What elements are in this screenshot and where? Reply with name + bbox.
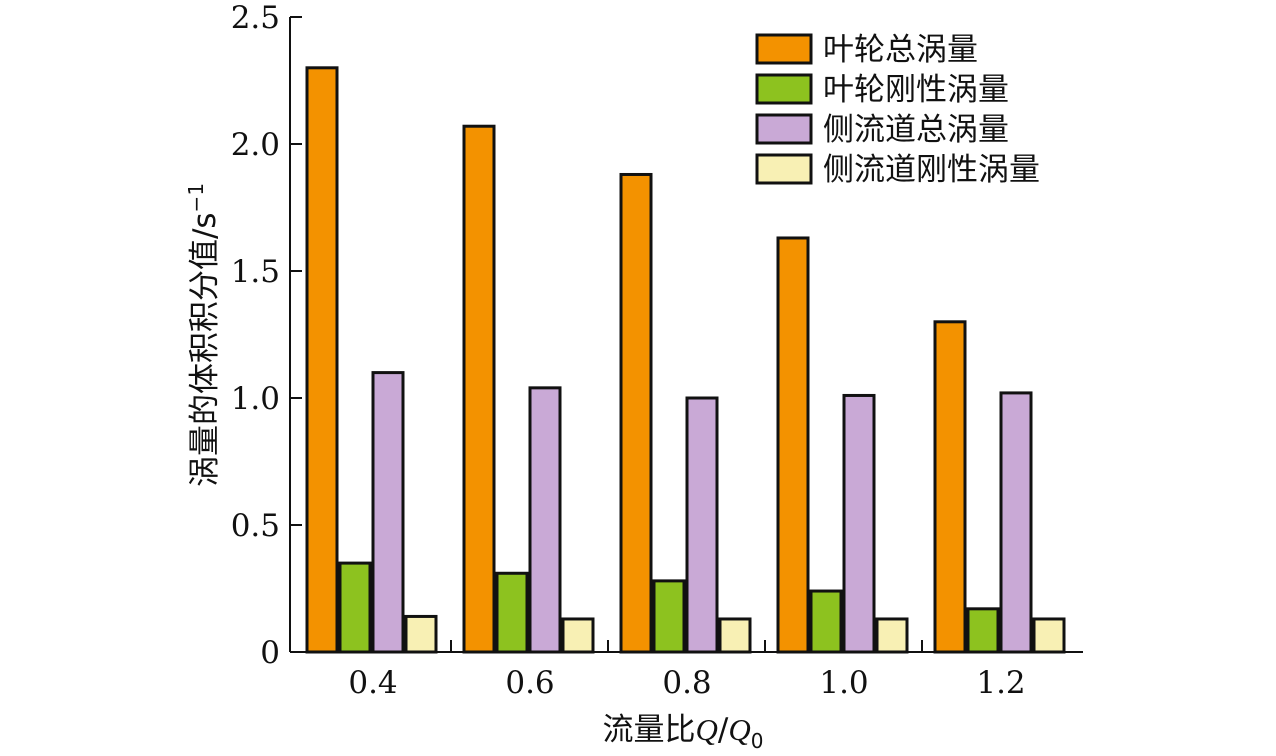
bar-3-0.8	[685, 396, 719, 654]
bar-4-0.4	[404, 614, 438, 654]
bar-2-1.2	[966, 607, 1000, 654]
x-tick-label: 0.8	[662, 665, 711, 701]
x-axis-title: 流量比Q/Q0	[603, 712, 764, 753]
bar-1-1.0	[776, 236, 810, 654]
bar-4-0.8	[718, 617, 752, 654]
bar-1-0.6	[462, 124, 496, 654]
y-tick-label: 2.0	[231, 127, 280, 163]
bar-4-0.6	[561, 617, 595, 654]
legend-label: 叶轮刚性涡量	[823, 72, 1009, 108]
legend-swatch	[755, 113, 813, 145]
y-tick-label: 2.5	[231, 0, 280, 36]
bar-3-1.0	[842, 393, 876, 654]
bar-3-0.6	[528, 386, 562, 654]
bar-1-0.4	[305, 66, 339, 654]
legend-swatch	[755, 33, 813, 65]
bar-2-0.8	[652, 579, 686, 654]
x-tick-label: 0.4	[348, 665, 397, 701]
legend-swatch	[755, 153, 813, 185]
bar-4-1.2	[1032, 617, 1066, 654]
y-tick-label: 1.5	[231, 254, 280, 290]
legend-label: 侧流道总涡量	[823, 112, 1009, 148]
bar-4-1.0	[875, 617, 909, 654]
y-tick-label: 0	[260, 635, 280, 671]
y-tick-label: 1.0	[231, 381, 280, 417]
bar-2-1.0	[809, 589, 843, 654]
x-tick-label: 1.0	[819, 665, 868, 701]
y-tick-label: 0.5	[231, 508, 280, 544]
axes-group	[289, 17, 1083, 653]
y-axis-title: 涡量的体积积分值/s−1	[184, 183, 223, 487]
x-tick-label: 1.2	[976, 665, 1025, 701]
bar-1-1.2	[933, 320, 967, 654]
legend-label: 侧流道刚性涡量	[823, 152, 1040, 188]
bar-2-0.4	[338, 561, 372, 654]
x-ticks-group: 0.4 0.6 0.8 1.0 1.2	[348, 640, 1026, 701]
bar-3-1.2	[999, 391, 1033, 654]
bar-2-0.6	[495, 571, 529, 654]
y-ticks-group: 0 0.5 1.0 1.5 2.0 2.5	[231, 0, 302, 671]
bar-3-0.4	[371, 371, 405, 654]
legend-swatch	[755, 73, 813, 105]
x-tick-label: 0.6	[505, 665, 554, 701]
bar-1-0.8	[619, 172, 653, 654]
legend-label: 叶轮总涡量	[823, 32, 978, 68]
